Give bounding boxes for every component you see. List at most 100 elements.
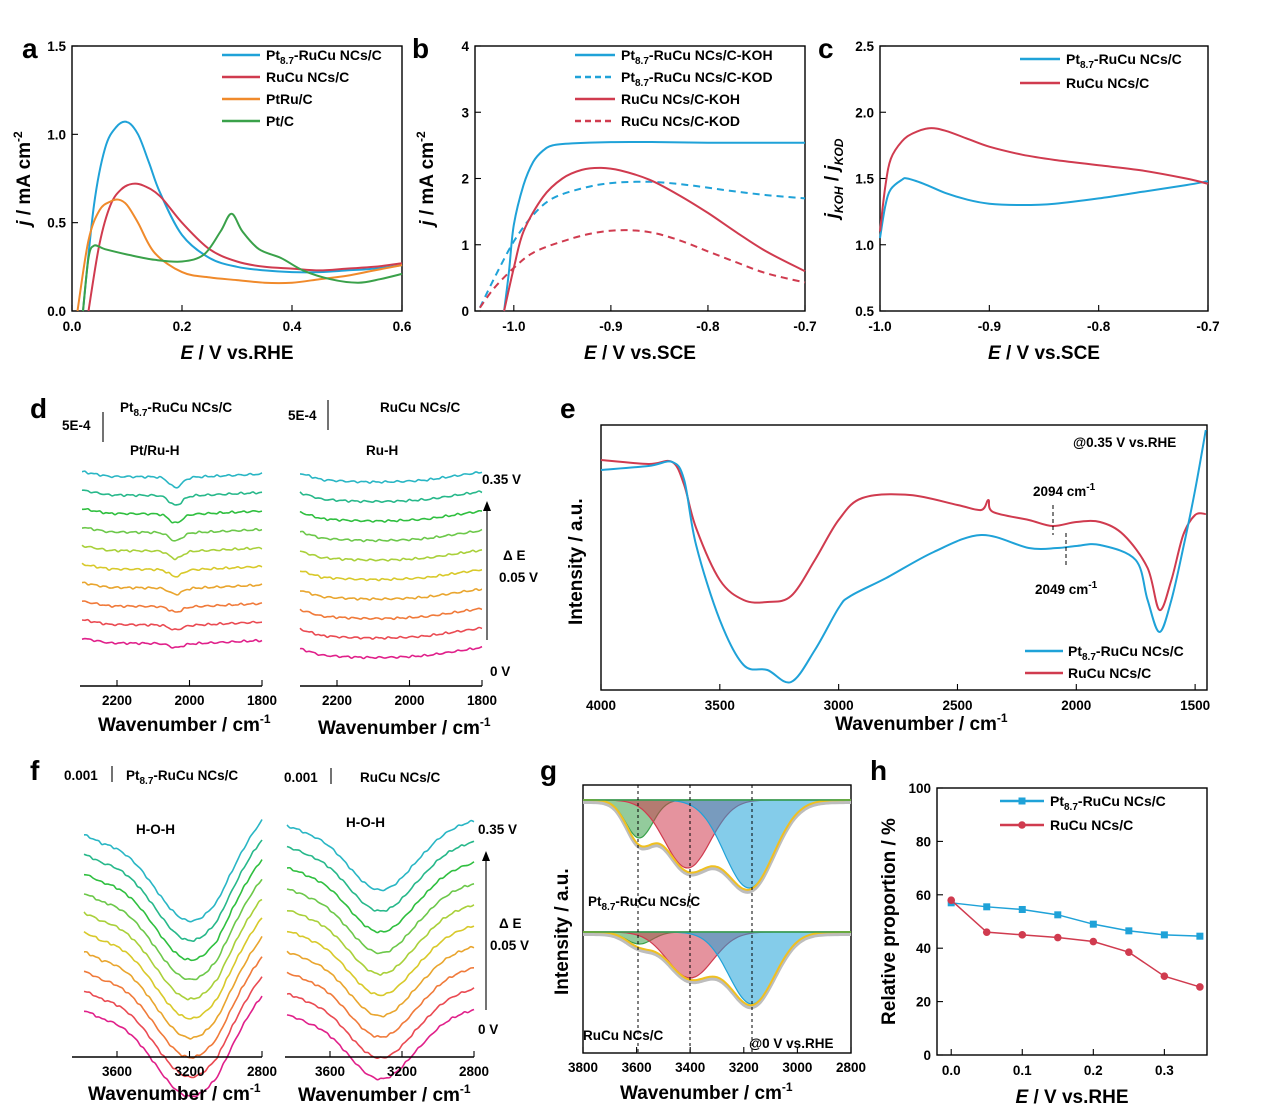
f-right-curves-trace-5 bbox=[286, 904, 475, 976]
f-ticks-tick-label: 3600 bbox=[102, 1064, 132, 1079]
panel-e-peak-2094: 2094 cm-1 bbox=[1033, 482, 1096, 499]
panel-e-peak-2049: 2049 cm-1 bbox=[1035, 580, 1098, 597]
f-right-curves-trace-4 bbox=[286, 925, 475, 997]
panel-letter-c: c bbox=[818, 33, 834, 64]
panel-d-right-curves bbox=[299, 471, 483, 660]
panel-h-point bbox=[1089, 937, 1098, 946]
panel-b-ylabel: j / mA cm-2 bbox=[414, 131, 438, 229]
panel-f-ticks: 3600 3200 2800 3600 3200 2800 bbox=[102, 1051, 489, 1079]
panel-e-curves bbox=[600, 429, 1207, 684]
panel-g-top-label: Pt8.7-RuCu NCs/C bbox=[588, 894, 700, 913]
f-ticks-tick-label: 2800 bbox=[459, 1064, 489, 1079]
panel-a-xlabel: E / V vs.RHE bbox=[180, 343, 293, 364]
d-right-curves-trace-3 bbox=[299, 588, 483, 601]
panel-g-ylabel: Intensity / a.u. bbox=[552, 868, 573, 995]
panel-f-left-peak: H-O-H bbox=[136, 822, 175, 837]
panel-h-series-line-1 bbox=[950, 899, 1201, 988]
panel-d-delta-value: 0.05 V bbox=[499, 570, 538, 585]
panel-h-point bbox=[1160, 972, 1169, 981]
panel-h-chart: 0.0 0.1 0.2 0.3 0 20 40 60 80 100 Pt8.7-RuCu NCs/C… bbox=[879, 781, 1208, 1108]
f-right-curves-trace-0 bbox=[286, 1008, 475, 1081]
panel-h-frame bbox=[936, 787, 1208, 1056]
panel-a-legend-label-2: PtRu/C bbox=[266, 91, 313, 107]
panel-f-arrow-head bbox=[482, 851, 490, 861]
panel-a-frame bbox=[71, 45, 403, 312]
panel-g-annotation: @0 V vs.RHE bbox=[749, 1036, 833, 1051]
f-right-curves-trace-6 bbox=[286, 883, 475, 955]
d-left-curves-trace-6 bbox=[81, 526, 263, 542]
panel-a-ylabel: j / mA cm-2 bbox=[11, 131, 35, 229]
d-left-curves-trace-5 bbox=[81, 544, 263, 561]
panel-h-xlabel: E / V vs.RHE bbox=[1015, 1087, 1128, 1108]
panel-c-xlabel: E / V vs.SCE bbox=[988, 343, 1100, 364]
panel-h-ytick-label: 40 bbox=[916, 941, 931, 956]
panel-d-right-peak: Ru-H bbox=[366, 443, 398, 458]
panel-h-xtick-label: 0.1 bbox=[1013, 1063, 1032, 1078]
panel-f-left-xlabel: Wavenumber / cm-1 bbox=[88, 1081, 261, 1105]
panel-d-right-xlabel: Wavenumber / cm-1 bbox=[318, 715, 491, 739]
panel-c-xtick-label: -1.0 bbox=[868, 319, 891, 334]
panel-h-xtick-label: 0.3 bbox=[1155, 1063, 1174, 1078]
f-right-curves-trace-8 bbox=[286, 840, 475, 912]
f-left-curves-trace-5 bbox=[83, 898, 263, 1001]
panel-f-right-scale: 0.001 bbox=[284, 770, 318, 785]
panel-e-xtick-label: 3500 bbox=[705, 698, 735, 713]
panel-g-xtick-label: 3000 bbox=[782, 1060, 812, 1075]
panel-a-legend-label-1: RuCu NCs/C bbox=[266, 69, 349, 85]
panel-c-ytick-label: 1.5 bbox=[855, 172, 874, 187]
panel-h-point bbox=[1196, 983, 1204, 991]
panel-g-component bbox=[583, 931, 851, 1005]
panel-e-chart: @0.35 V vs.RHE 2094 cm-1 2049 cm-1 Pt8.7… bbox=[566, 424, 1210, 735]
panel-a-series-3 bbox=[82, 212, 403, 312]
panel-c-xtick-label: -0.9 bbox=[978, 319, 1001, 334]
d-right-curves-trace-0 bbox=[299, 645, 483, 660]
panel-a-ytick-label: 0.0 bbox=[47, 304, 66, 319]
panel-g-frame bbox=[582, 784, 852, 1054]
panel-c-ylabel: jKOH / jKOD bbox=[822, 138, 846, 221]
panel-h-xtick-label: 0.0 bbox=[942, 1063, 961, 1078]
panel-h-point bbox=[1054, 911, 1062, 919]
panel-e-xtick-label: 4000 bbox=[586, 698, 616, 713]
panel-f-left-title: Pt8.7-RuCu NCs/C bbox=[126, 768, 238, 787]
panel-h-legend-marker bbox=[1018, 821, 1026, 829]
panel-b-series-0 bbox=[503, 140, 805, 312]
d-right-curves-trace-6 bbox=[299, 528, 483, 543]
panel-d-left-xlabel: Wavenumber / cm-1 bbox=[98, 712, 271, 736]
d-right-curves-trace-5 bbox=[299, 549, 483, 562]
panel-h-ylabel: Relative proportion / % bbox=[879, 818, 900, 1025]
d-ticks-tick-label: 2000 bbox=[174, 693, 204, 708]
panel-a-xtick-label: 0.2 bbox=[173, 319, 192, 334]
f-left-curves-trace-7 bbox=[83, 859, 263, 962]
panel-h-point bbox=[1089, 920, 1097, 928]
f-ticks-tick-label: 3200 bbox=[387, 1064, 417, 1079]
panel-d-bottom-potential: 0 V bbox=[490, 664, 510, 679]
panel-g-curves bbox=[582, 799, 851, 1010]
panel-e-legend-label-0: Pt8.7-RuCu NCs/C bbox=[1068, 643, 1184, 663]
panel-d-right-scale: 5E-4 bbox=[288, 408, 317, 423]
d-left-curves-trace-4 bbox=[81, 562, 263, 578]
panel-g-xtick-label: 2800 bbox=[836, 1060, 866, 1075]
panel-e-legend-label-1: RuCu NCs/C bbox=[1068, 665, 1151, 681]
panel-h-legend-label-1: RuCu NCs/C bbox=[1050, 817, 1133, 833]
f-left-curves-trace-9 bbox=[83, 819, 263, 923]
panel-f-left-scale: 0.001 bbox=[64, 768, 98, 783]
panel-h-legend-marker bbox=[1018, 797, 1026, 805]
f-right-curves-trace-9 bbox=[286, 819, 475, 892]
panel-e-xtick-label: 3000 bbox=[824, 698, 854, 713]
f-ticks-tick-label: 2800 bbox=[247, 1064, 277, 1079]
panel-b-legend-label-1: Pt8.7-RuCu NCs/C-KOD bbox=[621, 69, 773, 89]
panel-f-right-xlabel: Wavenumber / cm-1 bbox=[298, 1082, 471, 1106]
panel-b-legend-label-3: RuCu NCs/C-KOD bbox=[621, 113, 740, 129]
panel-h-point bbox=[1125, 927, 1133, 935]
f-ticks-tick-label: 3200 bbox=[174, 1064, 204, 1079]
panel-e-frame bbox=[600, 424, 1208, 691]
d-ticks-tick-label: 2200 bbox=[102, 693, 132, 708]
panel-d-left-curves bbox=[81, 470, 263, 649]
panel-b-series-1 bbox=[478, 180, 806, 309]
d-right-curves-trace-8 bbox=[299, 490, 483, 504]
panel-h-ytick-label: 0 bbox=[923, 1048, 931, 1063]
panel-h-point bbox=[1125, 948, 1133, 957]
panel-g-fit bbox=[583, 799, 851, 891]
d-right-curves-trace-4 bbox=[299, 568, 483, 582]
panel-b-legend-label-0: Pt8.7-RuCu NCs/C-KOH bbox=[621, 47, 773, 67]
